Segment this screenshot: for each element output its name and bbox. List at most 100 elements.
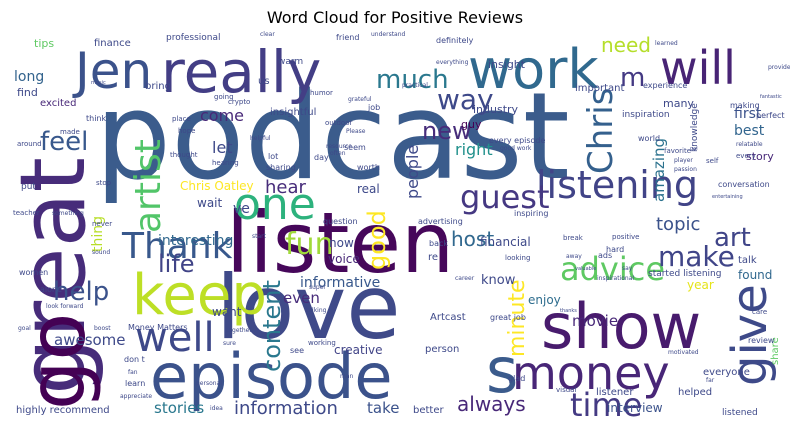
word-learned: learned [655,40,678,47]
word-entertaining: entertaining [712,194,743,200]
word-making: making [730,101,760,110]
word-great-job: great job [490,313,526,322]
word-glad: glad [508,374,525,383]
word-everything: everything [436,59,469,66]
word-worth: worth [357,163,380,172]
word-minute: minute [505,279,530,357]
word-made: made [60,128,80,136]
word-s: s [486,334,518,407]
word-lot: lot [268,152,278,161]
word-talking: talking [306,307,327,314]
word-understand: understand [371,31,406,38]
word-stop: stop [96,179,112,187]
word-think: think [86,114,107,123]
word-found: found [738,268,772,282]
word-perfect: perfect [756,111,785,120]
word-personal: personal [196,380,222,387]
word-start: start [252,233,267,240]
word-outdoor: outdoor [325,119,352,127]
word-great: great [1,157,106,395]
word-provide: provide [768,64,790,71]
word-something: something [52,210,84,217]
word-much: much [376,65,449,95]
word-thank: Thank [121,226,233,267]
word-listening: listening [536,163,698,207]
word-people: people [403,145,422,199]
word-gal: gal [690,146,698,152]
word-valuable: valuable [575,266,596,272]
word-give: give [722,284,778,386]
word-need: need [601,33,651,57]
word-resource: resource [326,143,352,150]
word-learn: learn [125,379,145,388]
word-come: come [200,106,244,125]
word-many: many [663,97,694,110]
word-fun: fun [285,227,334,262]
word-long: long [14,69,44,85]
word-insight: insight [488,58,526,71]
word-find: find [17,86,38,99]
word-us: us [258,76,270,87]
word-even: even [283,289,320,307]
word-year: year [687,278,714,292]
word-favorite: favorite [664,147,691,155]
word-inspiring: inspiring [514,209,548,218]
word-interesting: interesting [158,233,233,249]
word-together: together [226,327,252,334]
word-advertising: advertising [418,217,463,226]
word-thought: thought [170,151,198,159]
word-share: share [770,337,781,365]
word-career: career [455,275,475,282]
word-back: back [429,239,448,248]
word-never: never [92,220,112,228]
word-best: best [734,123,765,139]
word-m: m [620,63,645,93]
word-podcast: podcast [95,68,570,207]
word-review: review [748,336,775,345]
word-interview: interview [607,401,663,415]
word-every-episode: every episode [489,136,546,145]
word-conversation: conversation [718,180,770,189]
word-every: every [736,152,756,160]
word-thing: thing [90,216,106,252]
word-sure: sure [223,340,236,347]
word-warm: warm [278,57,303,67]
word-ve: ve [233,201,250,217]
word-helpful: helpful [250,135,271,142]
word-friend: friend [336,33,359,42]
word-grateful: grateful [348,96,372,103]
word-helped: helped [678,387,712,398]
word-job: job [367,103,380,112]
word-put: put [21,182,36,192]
word-listen: listen [226,194,454,292]
word-teacher: teacher [13,209,40,217]
word-excited: excited [40,98,76,109]
word-information: information [234,398,338,419]
word-talk: talk [738,255,757,266]
word-life: life [158,250,195,278]
word-go: go [13,313,103,410]
word-away: away [566,253,582,260]
word-want: want [212,305,242,319]
word-financial: financial [480,235,531,249]
word-art: art [714,223,751,253]
word-break: break [563,234,584,242]
word-guest: guest [460,178,550,216]
word-feel: feel [40,127,88,157]
word-jen: Jen [72,42,152,100]
word-awesome: awesome [54,331,126,349]
word-working: working [308,339,336,347]
word-topic: topic [656,214,700,235]
word-really: really [161,38,321,106]
word-right: right [455,140,493,159]
word-way: way [437,83,494,116]
word-finance: finance [94,38,131,49]
word-voice: voice [328,252,360,266]
word-hard: hard [606,245,624,254]
word-keep: keep [132,263,267,328]
word-stories: stories [154,399,204,417]
word-far: far [706,377,715,384]
word-fantastic: fantastic [760,94,782,100]
chart-title: Word Cloud for Positive Reviews [266,8,524,27]
